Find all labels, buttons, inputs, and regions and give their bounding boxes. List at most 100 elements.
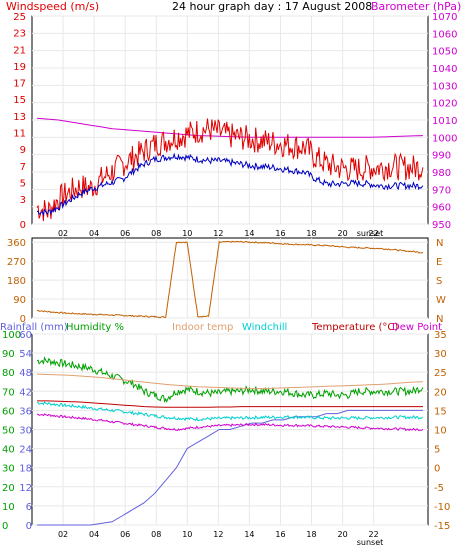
rainfall-tick-label: 6 xyxy=(26,502,32,513)
legend-item: Indoor temp xyxy=(172,322,233,333)
humidity-tick-label: 20 xyxy=(2,483,15,494)
series-line xyxy=(36,240,424,319)
left-tick-label: 0 xyxy=(20,220,26,231)
x-tick-label: 16 xyxy=(275,530,285,539)
series-line xyxy=(36,401,424,422)
humidity-tick-label: 0 xyxy=(2,521,8,532)
x-tick-label: 02 xyxy=(58,530,68,539)
legend-item: Dew Point xyxy=(392,322,442,333)
rainfall-tick-label: 36 xyxy=(19,406,32,417)
series-line xyxy=(36,152,424,217)
series-line xyxy=(37,413,424,432)
windspeed-axis-label: Windspeed (m/s) xyxy=(6,0,99,13)
humidity-tick-label: 50 xyxy=(2,426,15,437)
legend-item: Temperature (°C) xyxy=(311,322,398,333)
x-tick-label: 22 xyxy=(369,530,379,539)
x-tick-label: 16 xyxy=(275,229,285,238)
temp-tick-label: 30 xyxy=(434,349,447,360)
x-tick-label: 20 xyxy=(337,530,347,539)
left-tick-label: 9 xyxy=(20,145,26,156)
x-tick-label: 22 xyxy=(369,229,379,238)
x-tick-label: 18 xyxy=(306,530,316,539)
panel2-left-ticks: 0 90 180 270 360 xyxy=(7,238,26,325)
x-tick-label: 08 xyxy=(151,229,161,238)
rainfall-tick-label: 24 xyxy=(19,445,32,456)
x-tick-label: 04 xyxy=(89,530,99,539)
left-tick-label: 0 xyxy=(20,314,26,325)
temp-tick-label: 35 xyxy=(434,330,447,341)
temp-tick-label: 0 xyxy=(434,464,440,475)
left-tick-label: 90 xyxy=(13,295,26,306)
series-line xyxy=(36,373,424,390)
left-tick-label: 23 xyxy=(13,29,26,40)
series-line xyxy=(37,409,423,526)
legend-item: Humidity % xyxy=(66,322,124,333)
legend-item: Rainfall (mm) xyxy=(0,322,68,333)
legend-item: Windchill xyxy=(242,322,287,333)
compass-tick-label: S xyxy=(436,276,442,287)
left-tick-label: 360 xyxy=(7,238,26,249)
x-tick-label: 14 xyxy=(244,530,254,539)
temp-tick-label: -15 xyxy=(434,521,450,532)
left-tick-label: 13 xyxy=(13,112,26,123)
compass-tick-label: E xyxy=(436,257,442,268)
x-tick-label: 02 xyxy=(58,229,68,238)
rainfall-tick-label: 12 xyxy=(19,483,32,494)
left-tick-label: 15 xyxy=(13,95,26,106)
x-tick-label: 06 xyxy=(120,229,130,238)
series-line xyxy=(36,118,424,222)
panel3-left-ticks: 0 0 10 6 20 12 30 18 40 24 50 30 60 36 70 42 80 48 90 54 100… xyxy=(2,330,32,532)
left-tick-label: 180 xyxy=(7,276,26,287)
humidity-tick-label: 30 xyxy=(2,464,15,475)
panel3-legend: Rainfall (mm)Humidity % Indoor temp Windch… xyxy=(0,322,442,333)
temp-tick-label: 25 xyxy=(434,368,447,379)
humidity-tick-label: 70 xyxy=(2,387,15,398)
x-tick-label: 12 xyxy=(213,530,223,539)
compass-tick-label: N xyxy=(436,238,443,249)
right-tick-label: 980 xyxy=(432,168,451,179)
panel3-grid xyxy=(32,333,428,526)
right-tick-label: 1020 xyxy=(432,99,457,110)
right-tick-label: 970 xyxy=(432,185,451,196)
x-tick-label: 12 xyxy=(213,229,223,238)
right-tick-label: 1040 xyxy=(432,64,457,75)
sunset-label: sunset xyxy=(357,538,384,547)
compass-tick-label: W xyxy=(436,295,446,306)
left-tick-label: 3 xyxy=(20,195,26,206)
temp-tick-label: 5 xyxy=(434,445,440,456)
right-tick-label: 960 xyxy=(432,203,451,214)
rainfall-tick-label: 54 xyxy=(19,349,32,360)
right-tick-label: 1050 xyxy=(432,47,457,58)
left-tick-label: 17 xyxy=(13,79,26,90)
humidity-tick-label: 100 xyxy=(2,330,21,341)
left-tick-label: 7 xyxy=(20,162,26,173)
temp-tick-label: 20 xyxy=(434,387,447,398)
rainfall-tick-label: 30 xyxy=(19,426,32,437)
temp-tick-label: -10 xyxy=(434,502,450,513)
panel1-series xyxy=(36,117,424,222)
humidity-tick-label: 80 xyxy=(2,368,15,379)
panel3-right-ticks: -15 -10 -5 0 5 10 15 20 25 30 35 xyxy=(434,330,450,532)
x-tick-label: 20 xyxy=(337,229,347,238)
chart-title: 24 hour graph day : 17 August 2008 xyxy=(172,0,372,13)
rainfall-tick-label: 42 xyxy=(19,387,32,398)
left-tick-label: 19 xyxy=(13,62,26,73)
x-tick-label: 14 xyxy=(244,229,254,238)
panel2-series xyxy=(36,240,424,319)
humidity-tick-label: 10 xyxy=(2,502,15,513)
sunset-label: sunset xyxy=(357,229,384,238)
x-tick-label: 08 xyxy=(151,530,161,539)
panel2-frame xyxy=(31,237,429,319)
humidity-tick-label: 90 xyxy=(2,349,15,360)
right-tick-label: 950 xyxy=(432,220,451,231)
rainfall-tick-label: 18 xyxy=(19,464,32,475)
x-tick-label: 04 xyxy=(89,229,99,238)
left-tick-label: 21 xyxy=(13,45,26,56)
panel3-series xyxy=(36,356,424,526)
right-tick-label: 1010 xyxy=(432,116,457,127)
rainfall-tick-label: 48 xyxy=(19,368,32,379)
humidity-tick-label: 40 xyxy=(2,445,15,456)
rainfall-tick-label: 60 xyxy=(19,330,32,341)
